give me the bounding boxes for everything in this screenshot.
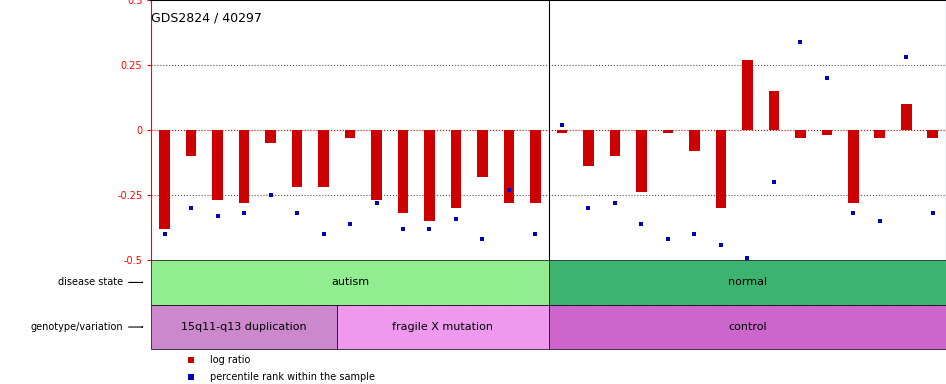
Bar [901, 104, 912, 130]
Bar [337, 305, 549, 349]
Text: 15q11-q13 duplication: 15q11-q13 duplication [182, 322, 307, 332]
Bar [636, 130, 647, 192]
Bar [609, 130, 621, 156]
Bar [768, 91, 780, 130]
Bar [848, 130, 859, 203]
Bar [159, 130, 170, 229]
Bar [583, 130, 594, 167]
Text: genotype/variation: genotype/variation [30, 322, 123, 332]
Bar [503, 130, 515, 203]
Text: control: control [728, 322, 766, 332]
Bar [151, 260, 549, 305]
Bar [874, 130, 885, 138]
Bar [549, 305, 946, 349]
Text: fragile X mutation: fragile X mutation [393, 322, 493, 332]
Bar [185, 130, 197, 156]
Text: GDS2824 / 40297: GDS2824 / 40297 [151, 12, 262, 25]
Bar [477, 130, 488, 177]
Bar [151, 305, 337, 349]
Bar [424, 130, 435, 221]
Bar [212, 130, 223, 200]
Bar [238, 130, 250, 203]
Bar [397, 130, 409, 213]
Text: disease state: disease state [58, 277, 123, 288]
Text: autism: autism [331, 277, 369, 288]
Bar [715, 130, 727, 208]
Bar [556, 130, 568, 132]
Bar [742, 60, 753, 130]
Bar [371, 130, 382, 200]
Bar [927, 130, 938, 138]
Bar [821, 130, 832, 135]
Bar [549, 260, 946, 305]
Bar [318, 130, 329, 187]
Text: percentile rank within the sample: percentile rank within the sample [210, 372, 375, 382]
Text: log ratio: log ratio [210, 355, 250, 365]
Bar [450, 130, 462, 208]
Bar [689, 130, 700, 151]
Bar [795, 130, 806, 138]
Bar [662, 130, 674, 132]
Bar [291, 130, 303, 187]
Text: normal: normal [727, 277, 767, 288]
Bar [344, 130, 356, 138]
Bar [265, 130, 276, 143]
Bar [530, 130, 541, 203]
